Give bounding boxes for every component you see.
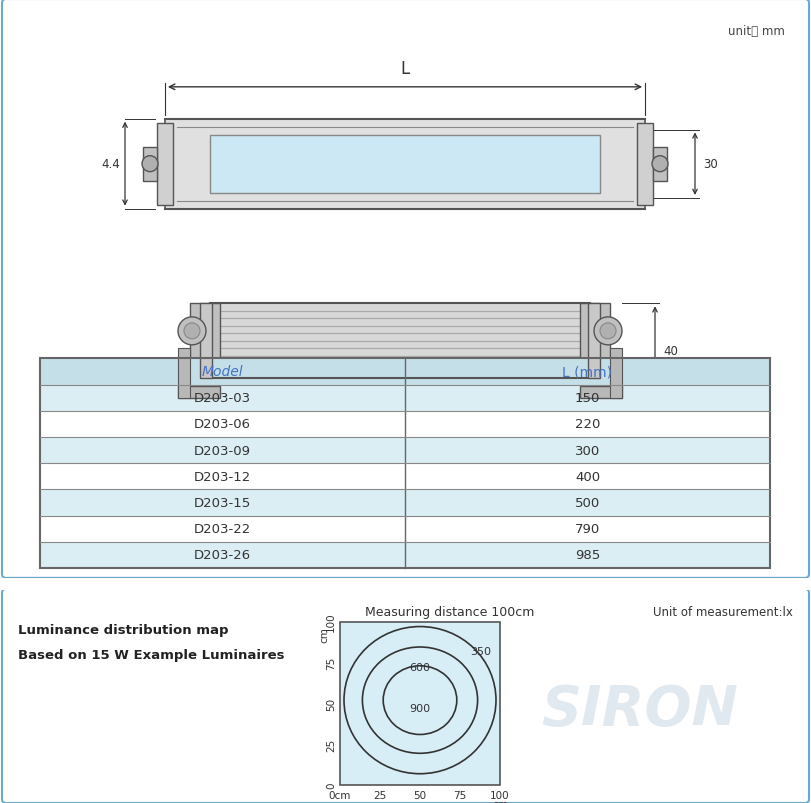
Bar [580,387,622,399]
Bar [610,349,622,399]
Text: Unit of measurement:lx: Unit of measurement:lx [653,605,793,618]
Bar [653,148,667,181]
Text: 75: 75 [453,790,466,800]
Circle shape [178,317,206,345]
Text: D203-03: D203-03 [194,392,251,405]
Text: Based on 15 W Example Luminaires: Based on 15 W Example Luminaires [18,648,285,661]
Text: 150: 150 [575,392,600,405]
Bar [40,385,770,411]
Text: 50: 50 [414,790,427,800]
Bar [157,124,173,206]
Text: 25: 25 [373,790,387,800]
Bar [340,622,500,785]
Text: 75: 75 [326,656,336,670]
Text: 50: 50 [326,697,336,710]
FancyBboxPatch shape [2,0,809,578]
FancyBboxPatch shape [165,120,645,210]
Circle shape [184,324,200,340]
Bar [200,304,212,379]
Text: 985: 985 [575,548,600,561]
Text: 500: 500 [575,496,600,509]
Bar [40,411,770,438]
Bar [40,516,770,542]
Bar [40,542,770,569]
Text: Measuring distance 100cm: Measuring distance 100cm [365,605,534,618]
Text: 100: 100 [326,612,336,632]
Bar [210,136,600,194]
Text: 900: 900 [410,703,431,713]
Text: 40: 40 [663,345,678,358]
Text: 790: 790 [575,523,600,536]
Text: Luminance distribution map: Luminance distribution map [18,623,229,636]
Bar [190,304,220,399]
Circle shape [600,324,616,340]
Text: cm: cm [492,799,508,803]
Text: Model: Model [202,365,243,379]
Bar [637,124,653,206]
Text: 600: 600 [410,662,431,673]
Text: 220: 220 [575,418,600,430]
Bar [40,463,770,490]
Bar [580,304,610,399]
Bar [143,148,157,181]
Text: D203-26: D203-26 [194,548,251,561]
Bar [178,387,220,399]
Text: SIRON: SIRON [457,406,703,472]
Circle shape [142,157,158,173]
Text: 400: 400 [575,470,600,483]
Bar [40,490,770,516]
Circle shape [594,317,622,345]
Bar [40,438,770,463]
Text: D203-15: D203-15 [194,496,251,509]
Text: 350: 350 [470,646,491,656]
Text: L: L [401,59,410,78]
FancyBboxPatch shape [2,589,809,803]
Text: 0cm: 0cm [328,790,351,800]
Text: D203-22: D203-22 [194,523,251,536]
Circle shape [652,157,668,173]
Bar [210,304,590,379]
Text: 25: 25 [326,738,336,751]
Bar [40,359,770,569]
Text: 100: 100 [490,790,510,800]
Text: D203-09: D203-09 [194,444,251,457]
Bar [178,349,190,399]
Text: L (mm): L (mm) [563,365,612,379]
Text: 300: 300 [575,444,600,457]
Bar [588,304,600,379]
Bar [40,359,770,385]
Text: D203-06: D203-06 [194,418,251,430]
Text: 0: 0 [326,782,336,789]
Text: 30: 30 [703,158,718,171]
Text: D203-12: D203-12 [194,470,251,483]
Text: unit： mm: unit： mm [728,25,785,38]
Text: cm: cm [319,627,329,642]
Text: SIRON: SIRON [542,682,739,736]
Text: 4.4: 4.4 [101,158,120,171]
